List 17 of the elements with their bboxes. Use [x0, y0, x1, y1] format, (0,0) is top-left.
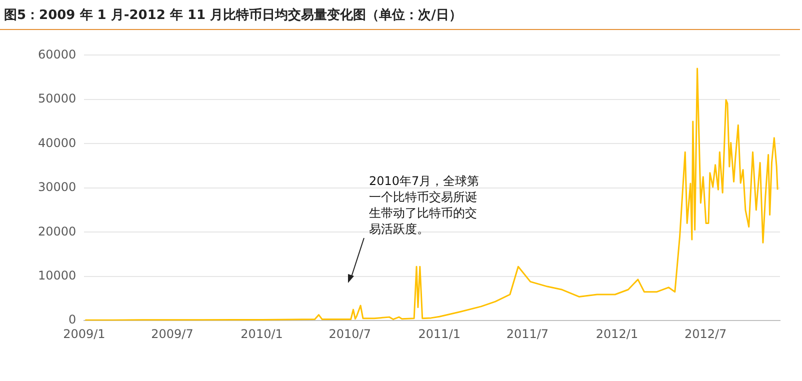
y-tick-label: 10000 [38, 268, 76, 282]
x-tick-label: 2012/1 [596, 326, 638, 341]
x-tick-label: 2011/1 [418, 326, 460, 341]
y-tick-label: 60000 [38, 47, 76, 62]
y-tick-label: 40000 [38, 136, 76, 150]
x-tick-label: 2009/7 [151, 326, 194, 341]
x-tick-label: 2010/7 [328, 326, 371, 341]
annotation: 2010年7月，全球第一个比特币交易所诞生带动了比特币的交易活跃度。 [369, 173, 480, 237]
x-tick-label: 2010/1 [240, 326, 283, 341]
x-tick-label: 2009/1 [63, 326, 106, 341]
x-tick-label: 2012/7 [684, 326, 727, 341]
x-tick-label: 2011/7 [506, 326, 549, 341]
y-tick-label: 20000 [38, 224, 76, 238]
y-tick-label: 0 [68, 312, 76, 327]
chart-title: 图5：2009 年 1 月-2012 年 11 月比特币日均交易量变化图（单位：次/日） [4, 6, 462, 24]
y-tick-label: 50000 [38, 92, 76, 106]
y-tick-label: 30000 [38, 180, 76, 194]
